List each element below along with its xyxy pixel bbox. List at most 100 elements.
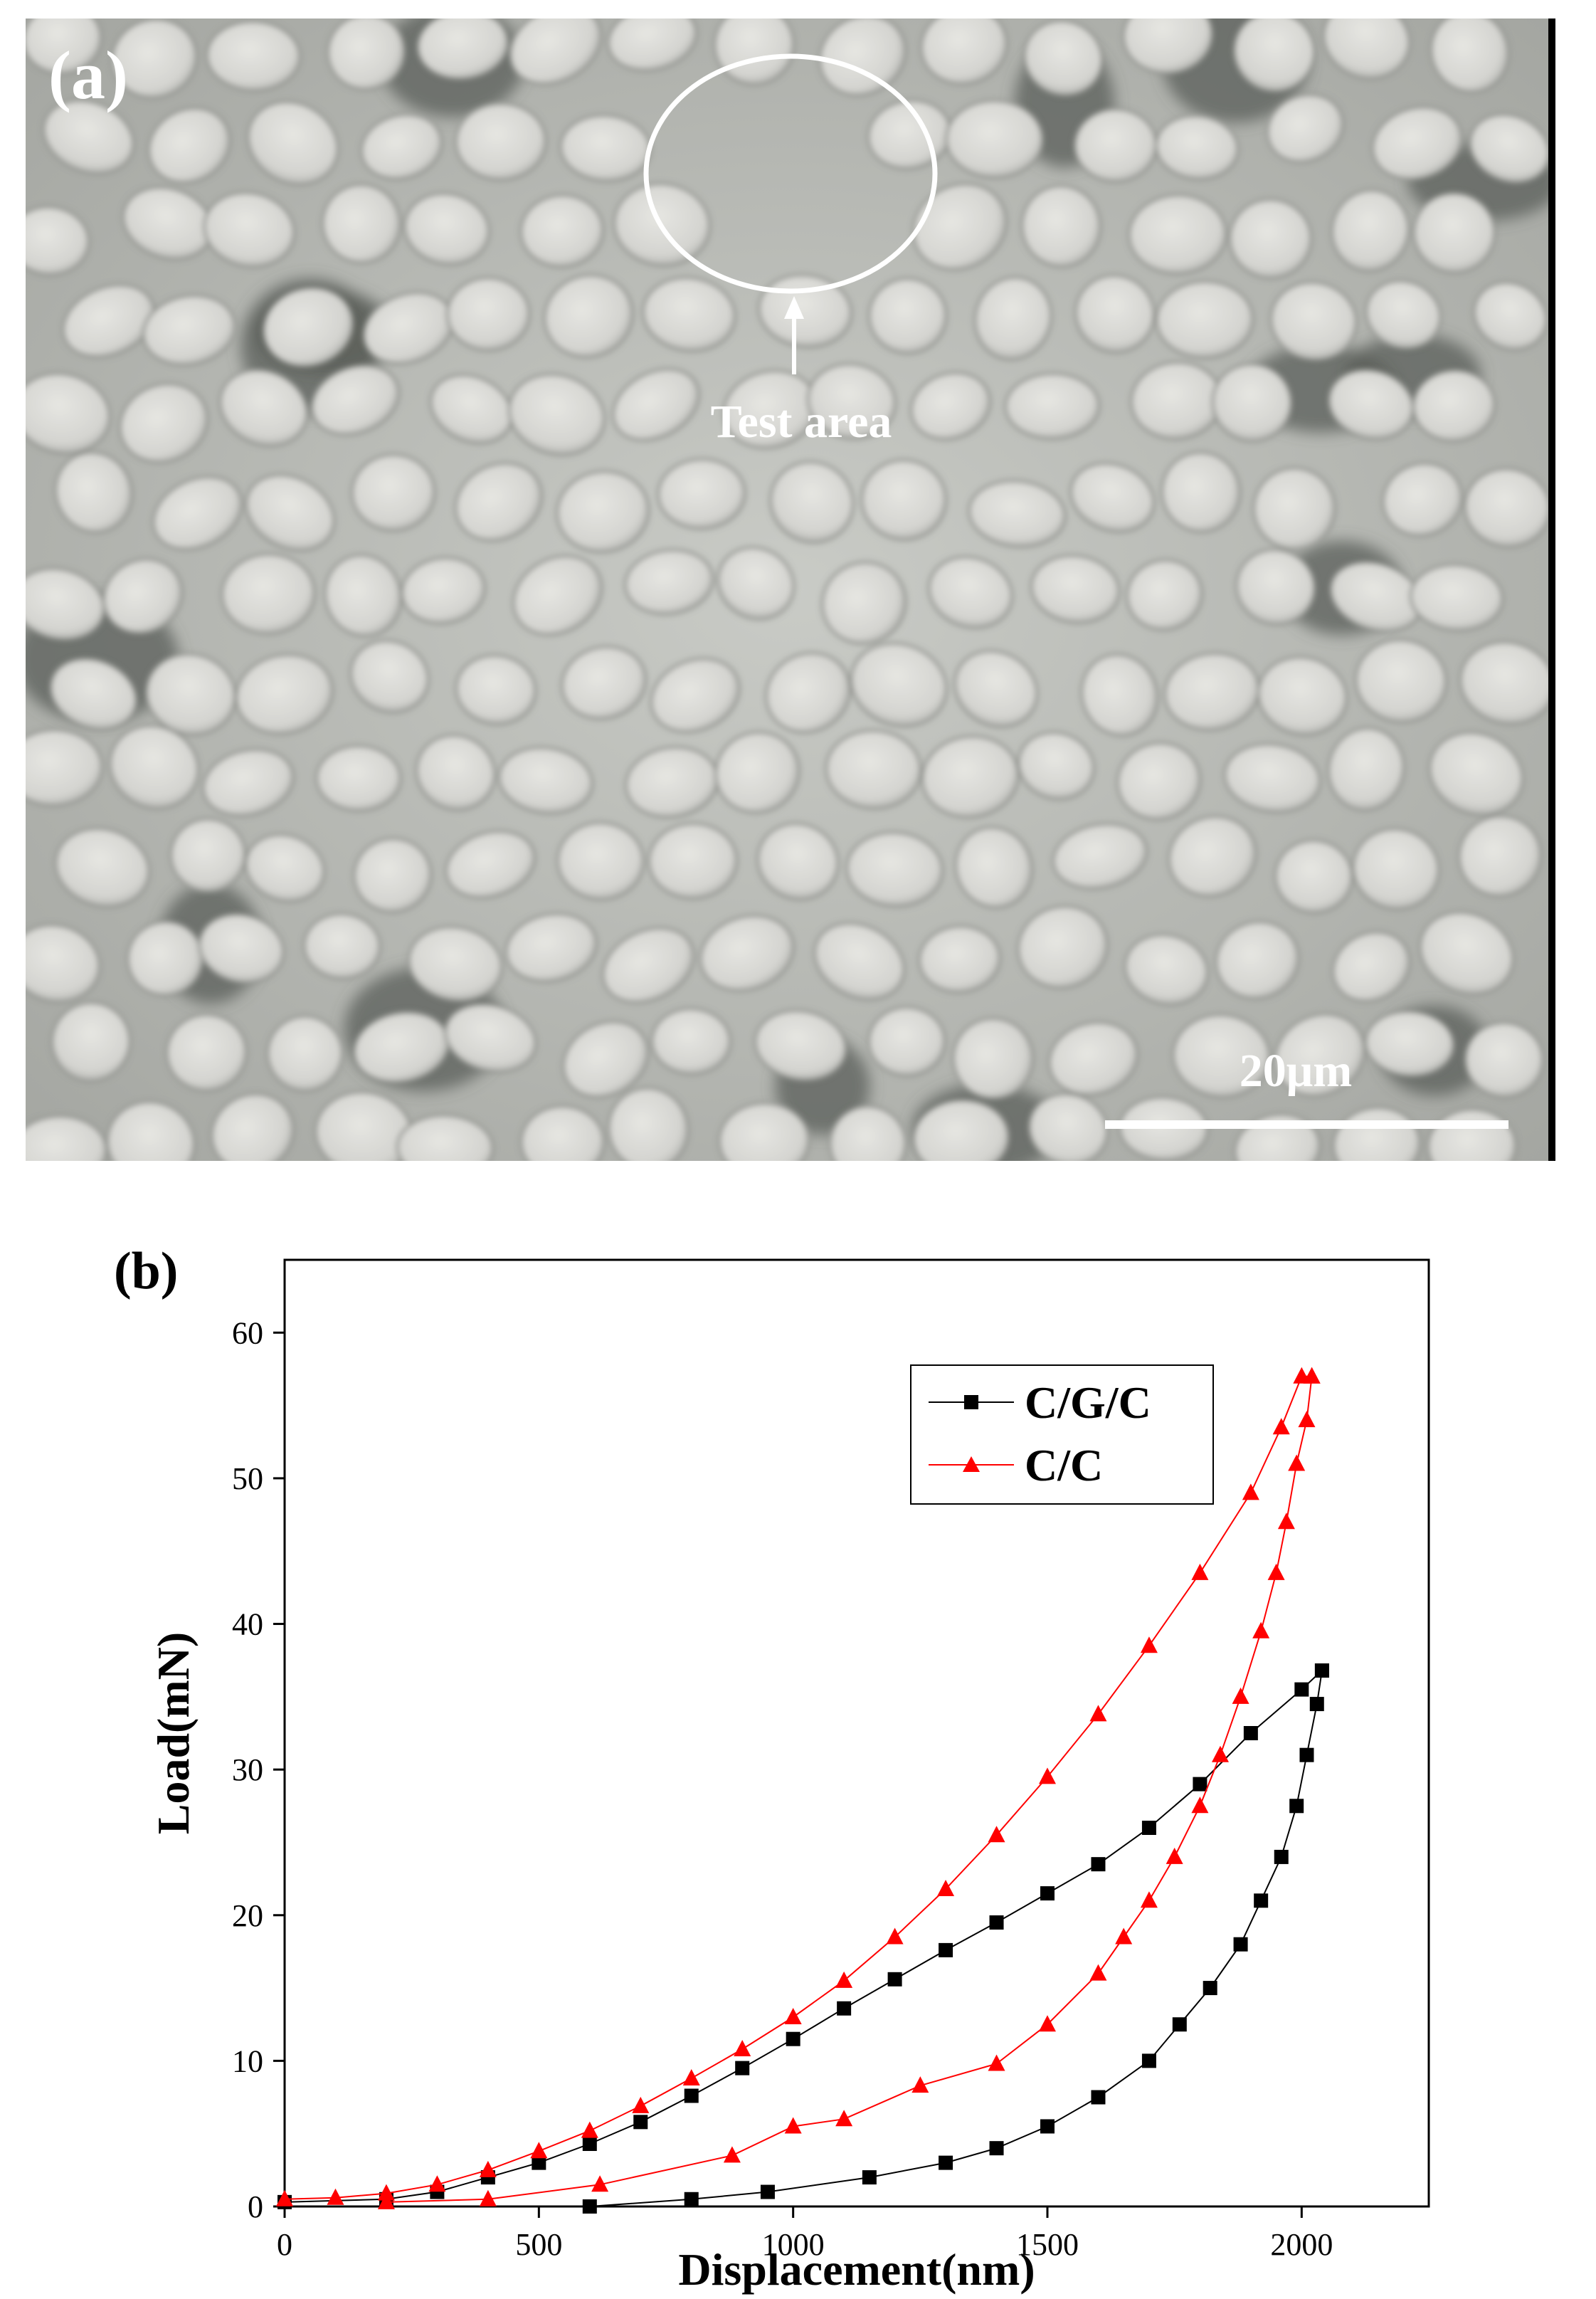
fiber-ellipse xyxy=(1274,838,1354,915)
fiber-ellipse xyxy=(1080,653,1159,737)
data-point-square xyxy=(684,2192,699,2206)
fiber-ellipse xyxy=(1228,198,1313,280)
data-point-square xyxy=(684,2088,699,2103)
fiber-ellipse xyxy=(1022,19,1104,97)
fiber-ellipse xyxy=(921,735,1020,819)
data-point-square xyxy=(1309,1697,1324,1712)
fiber-ellipse xyxy=(1017,905,1109,989)
fiber-ellipse xyxy=(1354,638,1448,724)
fiber-ellipse xyxy=(351,453,436,532)
fiber-ellipse xyxy=(1409,563,1504,632)
data-point-triangle xyxy=(276,2189,293,2206)
data-point-square xyxy=(939,1942,953,1957)
fiber-ellipse xyxy=(1161,451,1242,533)
data-point-square xyxy=(939,2155,953,2170)
panel-b-label: (b) xyxy=(114,1242,178,1300)
fiber-ellipse xyxy=(512,554,603,636)
data-point-triangle xyxy=(1242,1483,1259,1500)
data-point-triangle xyxy=(428,2175,446,2192)
fiber-ellipse xyxy=(108,724,200,810)
data-point-triangle xyxy=(377,2184,395,2201)
fiber-ellipse xyxy=(952,1017,1035,1100)
data-point-triangle xyxy=(734,2040,751,2057)
fiber-ellipse xyxy=(321,183,402,264)
data-point-triangle xyxy=(1232,1687,1249,1704)
fiber-ellipse xyxy=(850,642,948,727)
x-tick-label: 2000 xyxy=(1270,2227,1333,2262)
fiber-ellipse xyxy=(1274,1013,1366,1098)
fiber-ellipse xyxy=(266,1015,344,1093)
data-point-triangle xyxy=(988,1826,1005,1843)
fiber-ellipse xyxy=(246,100,339,186)
fiber-ellipse xyxy=(118,382,209,464)
test-area-circle xyxy=(643,53,938,294)
data-point-square xyxy=(1289,1799,1304,1814)
fiber-ellipse xyxy=(401,557,486,625)
fiber-ellipse xyxy=(1154,114,1240,181)
fiber-ellipse xyxy=(1017,731,1095,801)
data-point-square xyxy=(1141,1821,1156,1835)
data-point-square xyxy=(1314,1663,1329,1678)
x-tick-label: 0 xyxy=(277,2227,292,2262)
fiber-ellipse xyxy=(1331,189,1410,273)
fiber-cross-sections xyxy=(4,0,1556,1187)
fiber-ellipse xyxy=(429,374,514,445)
fiber-ellipse xyxy=(765,651,852,734)
data-point-triangle xyxy=(1191,1563,1209,1580)
fiber-ellipse xyxy=(454,102,547,182)
fiber-ellipse xyxy=(102,557,184,634)
fiber-ellipse xyxy=(1382,462,1464,537)
fiber-ellipse xyxy=(1116,742,1202,821)
fiber-ellipse xyxy=(152,475,243,551)
data-point-triangle xyxy=(479,2160,497,2177)
data-point-triangle xyxy=(632,2096,650,2113)
fiber-ellipse xyxy=(144,653,237,737)
fiber-ellipse xyxy=(1128,194,1227,275)
plot-frame xyxy=(283,1258,1430,2208)
legend-marker-square xyxy=(964,1395,978,1409)
data-point-square xyxy=(1254,1893,1269,1908)
fiber-ellipse xyxy=(407,925,504,1002)
data-point-square xyxy=(760,2184,775,2199)
y-tick-label: 40 xyxy=(232,1607,263,1642)
fiber-ellipse xyxy=(820,561,907,645)
data-point-square xyxy=(862,2170,877,2185)
series-line-1-unloading xyxy=(386,1376,1313,2203)
fiber-ellipse xyxy=(315,745,402,812)
fiber-ellipse xyxy=(624,548,714,616)
data-point-square xyxy=(582,2137,597,2152)
fiber-ellipse xyxy=(1328,369,1415,441)
fiber-ellipse xyxy=(1457,814,1543,898)
data-point-triangle xyxy=(1298,1411,1316,1428)
fiber-ellipse xyxy=(1223,742,1321,814)
chart-panel: (b) 0 500 1000 1500 2000 0 10 20 30 40 50 60 Displ… xyxy=(0,1196,1596,2295)
fiber-ellipse xyxy=(198,912,285,984)
fiber-ellipse xyxy=(244,833,326,903)
fiber-ellipse xyxy=(42,99,135,175)
fiber-ellipse xyxy=(556,470,650,554)
data-point-triangle xyxy=(784,2008,802,2024)
y-tick-label: 30 xyxy=(232,1752,263,1787)
data-point-triangle xyxy=(886,1927,904,1945)
fiber-ellipse xyxy=(944,99,1045,179)
data-point-square xyxy=(1274,1849,1289,1864)
fiber-ellipse xyxy=(353,837,433,914)
fiber-ellipse xyxy=(1331,930,1411,1003)
fiber-ellipse xyxy=(717,546,796,621)
scale-bar xyxy=(1105,1120,1508,1129)
data-point-triangle xyxy=(1115,1927,1133,1945)
fiber-ellipse xyxy=(1074,274,1156,354)
data-point-triangle xyxy=(1089,1705,1107,1722)
fiber-ellipse xyxy=(818,14,907,97)
data-point-triangle xyxy=(530,2142,548,2159)
fiber-ellipse xyxy=(324,554,403,638)
data-point-square xyxy=(735,2061,750,2076)
fiber-ellipse xyxy=(302,912,381,980)
fiber-ellipse xyxy=(1371,105,1463,181)
micrograph-panel: Test area (a) 20μm xyxy=(4,0,1561,1187)
fiber-ellipse xyxy=(909,371,992,441)
data-point-square xyxy=(1294,1682,1309,1697)
data-point-triangle xyxy=(1140,1636,1158,1653)
data-point-triangle xyxy=(784,2117,802,2134)
fiber-ellipse xyxy=(165,1013,248,1093)
